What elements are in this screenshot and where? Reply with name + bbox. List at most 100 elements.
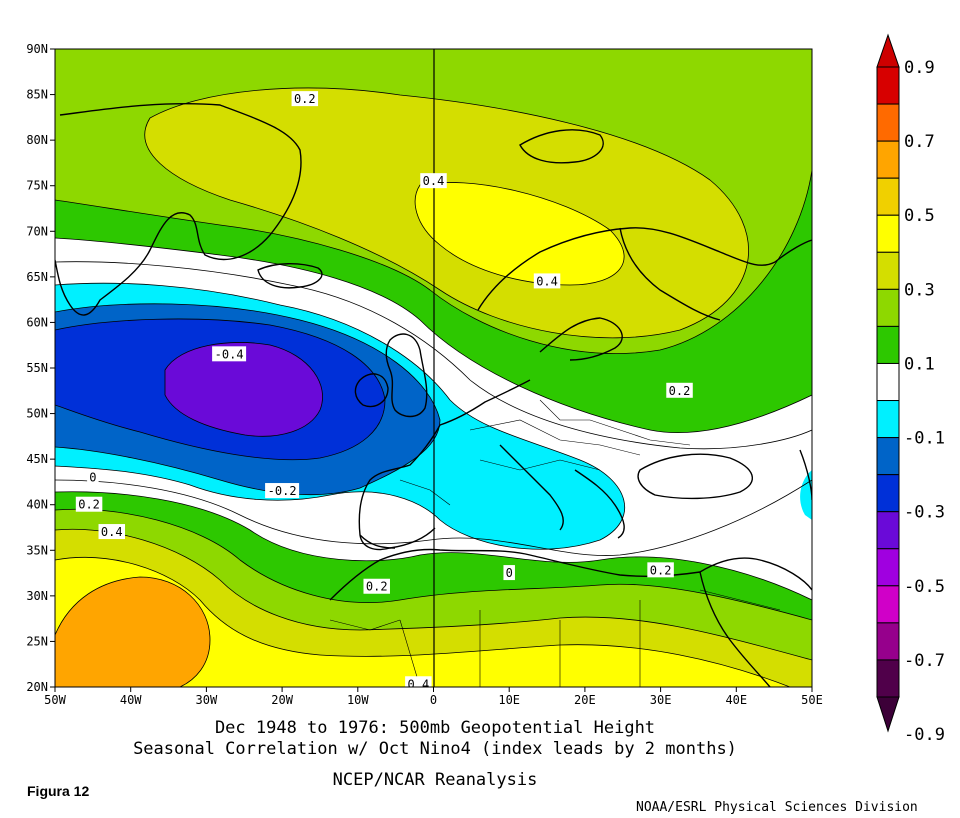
lon-tick-label: 0	[430, 693, 437, 707]
legend-swatch	[876, 288, 900, 327]
legend-swatch	[876, 66, 900, 105]
contour-label-box	[212, 346, 247, 362]
color-legend: 0.9 0.7 0.5 0.3 0.1 -0.1 -0.3 -0.5 -0.7 -0.9	[876, 33, 945, 745]
lat-tick-label: 65N	[26, 270, 48, 284]
legend-label: 0.9	[904, 58, 935, 78]
lat-tick-label: 60N	[26, 315, 48, 329]
legend-swatch	[876, 585, 900, 624]
credit-text: NOAA/ESRL Physical Sciences Division	[636, 800, 918, 815]
legend-swatch	[876, 325, 900, 364]
lon-tick-label: 50E	[801, 693, 823, 707]
legend-label: -0.9	[904, 725, 945, 745]
plot-area: 0.20.40.40.2-0.4-0.200.20.40.20 0.20.4	[55, 49, 812, 691]
field-pos-south-06	[55, 577, 210, 687]
contour-label-box	[265, 483, 300, 499]
contour-lines	[55, 87, 812, 687]
contour-label: 0.4	[536, 274, 558, 288]
contour-label: 0.2	[366, 580, 388, 594]
lon-tick-label: 30E	[650, 693, 672, 707]
legend-swatch	[876, 474, 900, 513]
contour-label-box	[666, 382, 693, 398]
lon-tick-label: 50W	[44, 693, 66, 707]
contour-label: 0.2	[78, 498, 100, 512]
lat-tick-label: 35N	[26, 543, 48, 557]
legend-label: -0.1	[904, 429, 945, 449]
contour-label-box	[98, 524, 126, 540]
caption-title: Dec 1948 to 1976: 500mb Geopotential Hei…	[214, 718, 656, 738]
contour-label-box	[363, 578, 390, 594]
lat-tick-label: 25N	[26, 634, 48, 648]
latitude-axis: 90N 85N 80N 75N 70N 65N 60N 55N 50N 45N 40N 35N 30N 2…	[26, 42, 55, 694]
legend-label: -0.5	[904, 577, 945, 597]
contour-label: -0.2	[268, 484, 297, 498]
legend-swatch	[876, 659, 900, 698]
field-neg-04	[165, 342, 323, 437]
contour-label-box	[75, 496, 103, 512]
field-pos-south-05	[55, 557, 790, 687]
legend-swatch	[876, 140, 900, 179]
legend-top-arrow	[876, 33, 900, 68]
lon-tick-label: 40W	[120, 693, 142, 707]
legend-label: 0.5	[904, 206, 935, 226]
contour-label: 0.2	[650, 563, 672, 577]
lat-tick-label: 75N	[26, 179, 48, 193]
coastlines	[55, 102, 812, 687]
caption-source: NCEP/NCAR Reanalysis	[332, 770, 538, 790]
field-pos-north-05	[415, 182, 625, 285]
contour-label: 0.2	[294, 92, 316, 106]
contour-label: 0.2	[669, 384, 691, 398]
lon-tick-label: 30W	[196, 693, 218, 707]
contour-label-box	[405, 676, 432, 687]
legend-label: -0.3	[904, 503, 945, 523]
country-borders	[329, 399, 781, 687]
legend-swatch	[876, 437, 900, 476]
legend-label: 0.7	[904, 132, 935, 152]
legend-swatch	[876, 400, 900, 439]
legend-label: -0.7	[904, 651, 945, 671]
legend-swatch	[876, 251, 900, 290]
contour-label-box	[533, 273, 561, 289]
lat-tick-label: 50N	[26, 407, 48, 421]
longitude-axis: 50W 40W 30W 20W 10W 0 10E 20E 30E 40E 50E	[44, 687, 823, 707]
lat-tick-label: 80N	[26, 133, 48, 147]
legend-swatch	[876, 548, 900, 587]
lat-tick-label: 70N	[26, 224, 48, 238]
contour-label-box	[420, 173, 447, 189]
legend-swatch	[876, 177, 900, 216]
contour-label-box	[291, 91, 319, 107]
contour-label-box	[87, 469, 99, 485]
contour-label: 0	[89, 470, 96, 484]
field-neg-east	[800, 470, 812, 520]
contour-label: -0.4	[215, 347, 244, 361]
legend-label: 0.1	[904, 354, 935, 374]
lon-tick-label: 20E	[574, 693, 596, 707]
contour-label: 0.4	[101, 525, 123, 539]
legend-swatch	[876, 362, 900, 402]
legend-swatch	[876, 214, 900, 253]
legend-label: 0.3	[904, 280, 935, 300]
contour-label-box	[503, 565, 515, 581]
lat-tick-label: 20N	[26, 680, 48, 694]
lat-tick-label: 85N	[26, 88, 48, 102]
contour-label-box	[647, 562, 674, 578]
contour-label: 0.4	[408, 677, 430, 691]
figure-label: Figura 12	[27, 783, 90, 799]
lon-tick-label: 20W	[271, 693, 293, 707]
contour-label: 0	[506, 566, 513, 580]
legend-bottom-arrow	[876, 696, 900, 733]
lat-tick-label: 90N	[26, 42, 48, 56]
contour-label: 0.4	[423, 174, 445, 188]
lat-tick-label: 40N	[26, 498, 48, 512]
legend-swatch	[876, 103, 900, 142]
legend-swatch	[876, 622, 900, 661]
lat-tick-label: 30N	[26, 589, 48, 603]
legend-swatch	[876, 511, 900, 550]
lon-tick-label: 10W	[347, 693, 369, 707]
lon-tick-label: 10E	[498, 693, 520, 707]
lat-tick-label: 55N	[26, 361, 48, 375]
lon-tick-label: 40E	[725, 693, 747, 707]
lat-tick-label: 45N	[26, 452, 48, 466]
contour-labels: 0.20.40.40.2-0.4-0.200.20.40.20 0.20.4	[75, 91, 693, 691]
caption-subtitle: Seasonal Correlation w/ Oct Nino4 (index…	[133, 739, 737, 759]
